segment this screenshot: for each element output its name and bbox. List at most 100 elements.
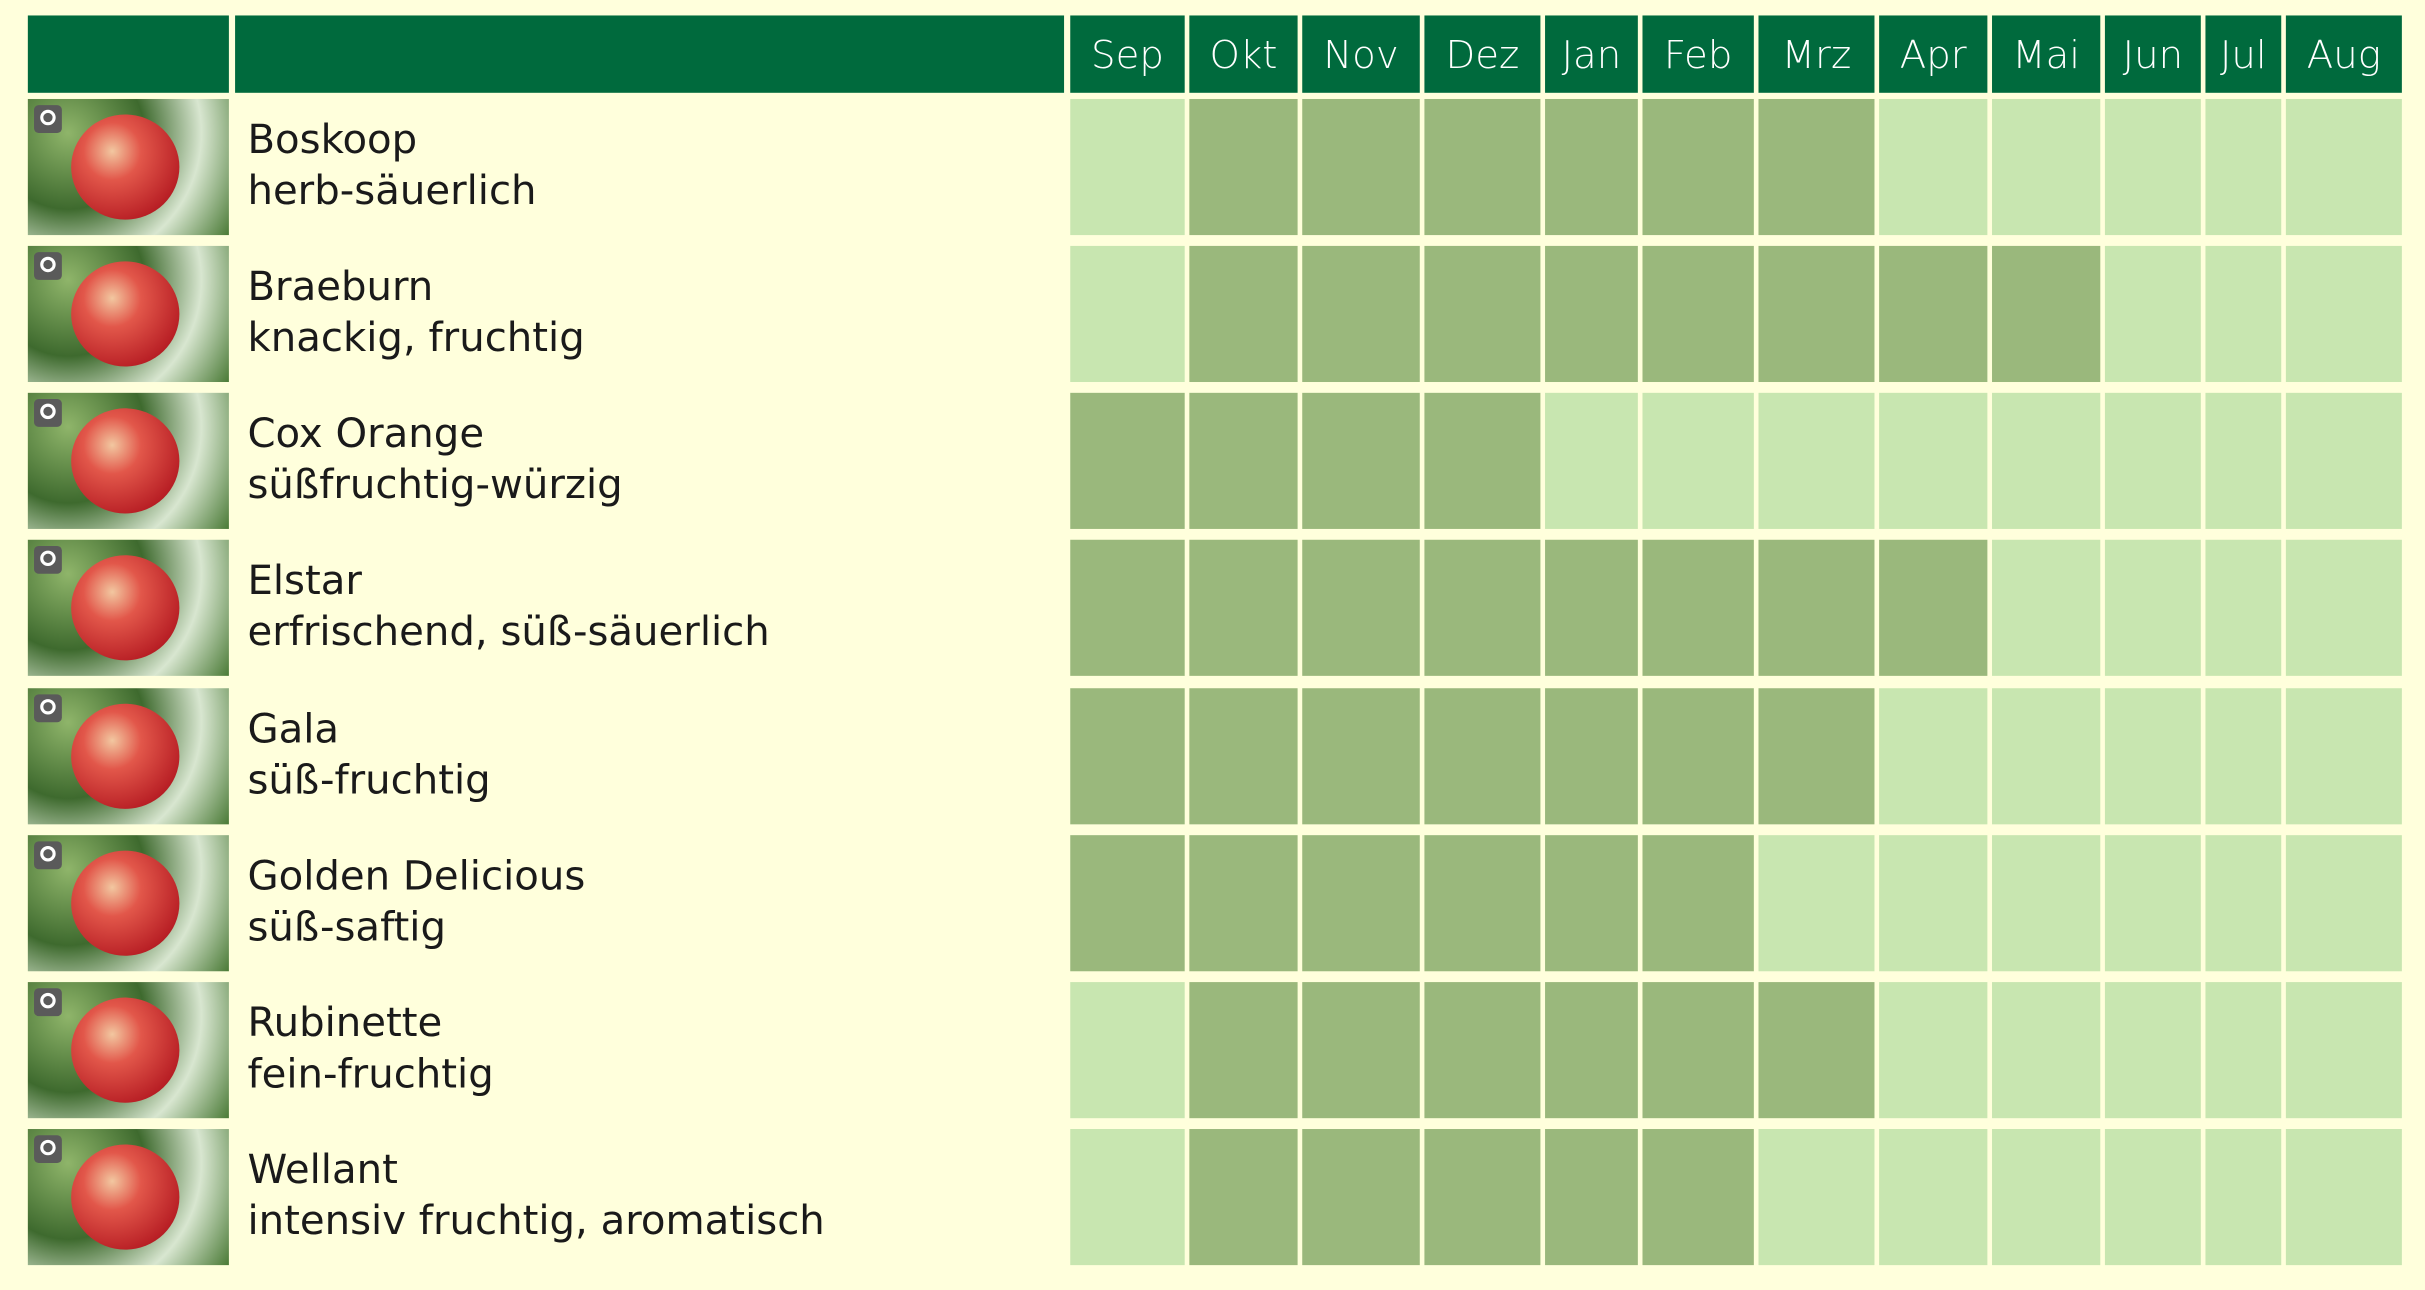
month-header: Sep — [1070, 15, 1185, 93]
availability-cell — [1758, 688, 1875, 825]
availability-cell — [1424, 688, 1541, 825]
month-header: Mrz — [1758, 15, 1875, 93]
month-header: Aug — [2285, 15, 2402, 93]
availability-cell — [1992, 1129, 2101, 1266]
availability-cell — [1189, 539, 1298, 676]
availability-cell — [2205, 688, 2282, 825]
availability-cell — [1758, 1129, 1875, 1266]
apple-image — [71, 555, 180, 661]
variety-name: Braeburn — [247, 264, 434, 311]
availability-cell — [1302, 835, 1420, 972]
availability-cell — [1545, 982, 1638, 1119]
availability-cell — [1758, 392, 1875, 529]
availability-cell — [1424, 98, 1541, 236]
month-header: Mai — [1992, 15, 2101, 93]
header-blank — [235, 15, 1065, 93]
availability-cell — [1758, 98, 1875, 236]
variety-description: herb-säuerlich — [247, 168, 537, 215]
availability-cell — [2205, 392, 2282, 529]
availability-cell — [2104, 245, 2201, 383]
zoom-icon[interactable] — [34, 545, 62, 574]
variety-description: erfrischend, süß-säuerlich — [247, 609, 770, 656]
availability-cell — [1070, 245, 1185, 383]
availability-cell — [1424, 982, 1541, 1119]
availability-cell — [1302, 1129, 1420, 1266]
availability-cell — [2285, 982, 2402, 1119]
availability-cell — [1545, 539, 1638, 676]
availability-cell — [2285, 1129, 2402, 1266]
availability-cell — [1879, 688, 1988, 825]
availability-cell — [2104, 98, 2201, 236]
variety-name: Rubinette — [247, 1000, 443, 1048]
availability-cell — [1070, 98, 1185, 236]
availability-cell — [1992, 245, 2101, 383]
availability-cell — [1189, 688, 1298, 825]
zoom-icon[interactable] — [34, 694, 62, 723]
zoom-icon[interactable] — [34, 1135, 62, 1164]
apple-photo — [27, 392, 229, 529]
availability-cell — [1189, 98, 1298, 236]
availability-cell — [1642, 688, 1754, 825]
apple-image — [71, 850, 180, 956]
month-header: Apr — [1879, 15, 1988, 93]
availability-cell — [1424, 539, 1541, 676]
variety-name: Wellant — [247, 1147, 398, 1194]
zoom-icon[interactable] — [34, 105, 62, 134]
availability-cell — [1189, 982, 1298, 1119]
availability-cell — [1302, 982, 1420, 1119]
zoom-icon[interactable] — [34, 988, 62, 1017]
availability-cell — [1189, 1129, 1298, 1266]
apple-photo — [27, 982, 229, 1119]
availability-cell — [1070, 982, 1185, 1119]
availability-cell — [1879, 98, 1988, 236]
availability-cell — [1879, 1129, 1988, 1266]
availability-cell — [1545, 1129, 1638, 1266]
availability-cell — [1545, 688, 1638, 825]
availability-cell — [2205, 539, 2282, 676]
availability-cell — [1424, 392, 1541, 529]
apple-image — [71, 114, 180, 220]
availability-cell — [1642, 1129, 1754, 1266]
variety-name: Gala — [247, 706, 340, 754]
availability-cell — [2104, 982, 2201, 1119]
availability-cell — [2104, 1129, 2201, 1266]
availability-cell — [1302, 539, 1420, 676]
availability-cell — [1545, 835, 1638, 972]
availability-cell — [1189, 245, 1298, 383]
apple-photo — [27, 539, 229, 676]
availability-cell — [1992, 835, 2101, 972]
apple-image — [71, 1144, 180, 1250]
apple-image — [71, 408, 180, 514]
availability-cell — [1070, 392, 1185, 529]
availability-cell — [1424, 1129, 1541, 1266]
availability-cell — [1302, 245, 1420, 383]
zoom-icon[interactable] — [34, 841, 62, 870]
month-header: Dez — [1424, 15, 1541, 93]
availability-cell — [1302, 688, 1420, 825]
availability-cell — [1545, 245, 1638, 383]
availability-cell — [1879, 539, 1988, 676]
availability-cell — [2205, 835, 2282, 972]
month-header: Feb — [1642, 15, 1754, 93]
availability-cell — [1642, 98, 1754, 236]
availability-cell — [1189, 835, 1298, 972]
availability-cell — [1879, 835, 1988, 972]
availability-cell — [2205, 1129, 2282, 1266]
month-header: Jul — [2205, 15, 2282, 93]
availability-cell — [1992, 392, 2101, 529]
availability-cell — [1545, 392, 1638, 529]
month-header: Jan — [1545, 15, 1638, 93]
apple-photo — [27, 98, 229, 236]
variety-description: intensiv fruchtig, aromatisch — [247, 1198, 825, 1246]
zoom-icon[interactable] — [34, 399, 62, 427]
availability-cell — [2104, 835, 2201, 972]
availability-cell — [1642, 392, 1754, 529]
availability-cell — [2285, 245, 2402, 383]
variety-description: süßfruchtig-würzig — [247, 462, 623, 509]
variety-description: süß-saftig — [247, 904, 447, 952]
month-header: Nov — [1302, 15, 1420, 93]
zoom-icon[interactable] — [34, 252, 62, 280]
availability-cell — [1758, 835, 1875, 972]
